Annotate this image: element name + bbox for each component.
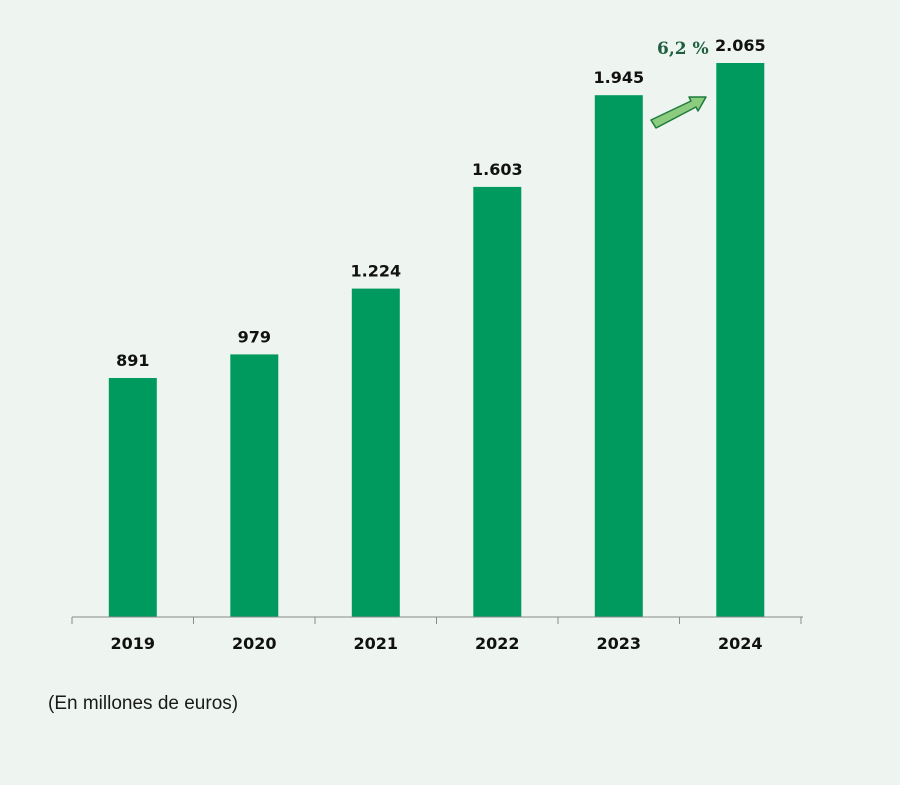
bar-2020 (230, 354, 279, 617)
bar-value-label-2019: 891 (116, 351, 149, 370)
bar-2021 (351, 288, 400, 617)
x-tick-label-2020: 2020 (232, 634, 277, 653)
bars-group (108, 63, 765, 617)
x-tick-label-2022: 2022 (475, 634, 520, 653)
x-axis-ticks (71, 617, 802, 624)
bar-2022 (473, 186, 522, 617)
bar-value-label-2024: 2.065 (715, 36, 766, 55)
growth-arrow-icon (650, 96, 707, 129)
bar-2024 (716, 63, 765, 617)
bar-value-label-2022: 1.603 (472, 160, 523, 179)
growth-annotation: 6,2 % (650, 39, 709, 129)
x-tick-label-2023: 2023 (597, 634, 642, 653)
x-tick-label-2024: 2024 (718, 634, 763, 653)
x-axis-tick-labels: 2019 2020 2021 2022 2023 2024 (111, 634, 763, 653)
unit-note: (En millones de euros) (48, 693, 239, 714)
bar-2019 (108, 378, 157, 617)
growth-percentage-label: 6,2 % (657, 39, 709, 59)
x-tick-label-2019: 2019 (111, 634, 156, 653)
bar-value-label-2023: 1.945 (593, 68, 644, 87)
x-tick-label-2021: 2021 (354, 634, 399, 653)
bar-labels-group: 891 979 1.224 1.603 1.945 2.065 (116, 36, 766, 370)
bar-value-label-2020: 979 (238, 327, 271, 346)
bar-2023 (594, 95, 643, 617)
bar-value-label-2021: 1.224 (350, 262, 401, 281)
